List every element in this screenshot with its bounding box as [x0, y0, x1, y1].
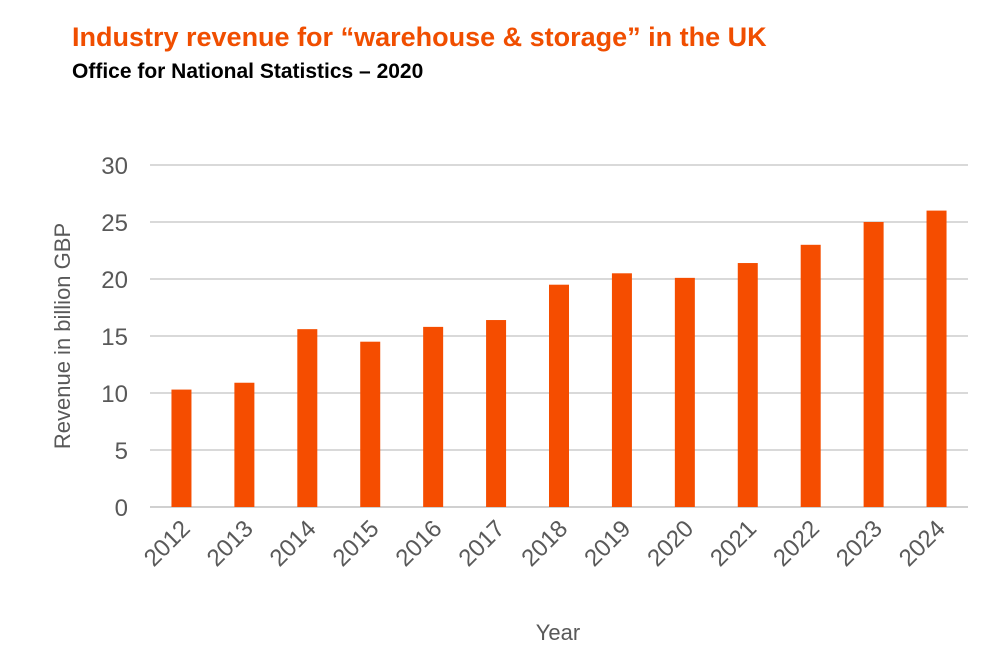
bar-2015 [360, 341, 381, 507]
y-tick-label: 0 [115, 495, 128, 522]
bar-2018 [549, 284, 569, 507]
y-tick-label: 20 [101, 267, 128, 294]
bar-2024 [926, 210, 947, 507]
x-tick-label: 2018 [516, 515, 573, 572]
bar-2020 [674, 277, 695, 507]
x-tick-label: 2015 [328, 515, 385, 572]
y-tick-label: 5 [115, 438, 128, 465]
x-tick-label: 2013 [202, 515, 259, 572]
bar-2017 [486, 320, 507, 507]
x-tick-label: 2016 [391, 515, 448, 572]
bar-2012 [171, 389, 192, 507]
x-tick-label: 2019 [579, 515, 636, 572]
x-tick-label: 2017 [453, 515, 510, 572]
bar-2014 [297, 329, 318, 507]
x-tick-label: 2021 [705, 515, 762, 572]
x-tick-label: 2012 [139, 515, 196, 572]
y-tick-label: 30 [101, 153, 128, 180]
x-tick-label: 2023 [831, 515, 888, 572]
bar-2022 [800, 244, 821, 508]
bar-2013 [234, 382, 255, 507]
y-axis-label: Revenue in billion GBP [50, 223, 75, 449]
bar-2023 [863, 222, 884, 507]
y-tick-label: 15 [101, 324, 128, 351]
x-tick-label: 2014 [265, 515, 322, 572]
x-tick-label: 2020 [642, 515, 699, 572]
x-axis-label: Year [536, 620, 580, 645]
y-tick-label: 25 [101, 210, 128, 237]
bar-2021 [737, 263, 758, 507]
y-tick-label: 10 [101, 381, 128, 408]
bar-2019 [611, 273, 632, 507]
x-tick-label: 2024 [894, 515, 951, 572]
chart-subtitle: Office for National Statistics – 2020 [72, 60, 424, 83]
x-tick-label: 2022 [768, 515, 825, 572]
chart-title: Industry revenue for “warehouse & storag… [72, 22, 767, 52]
bar-2016 [423, 326, 444, 507]
